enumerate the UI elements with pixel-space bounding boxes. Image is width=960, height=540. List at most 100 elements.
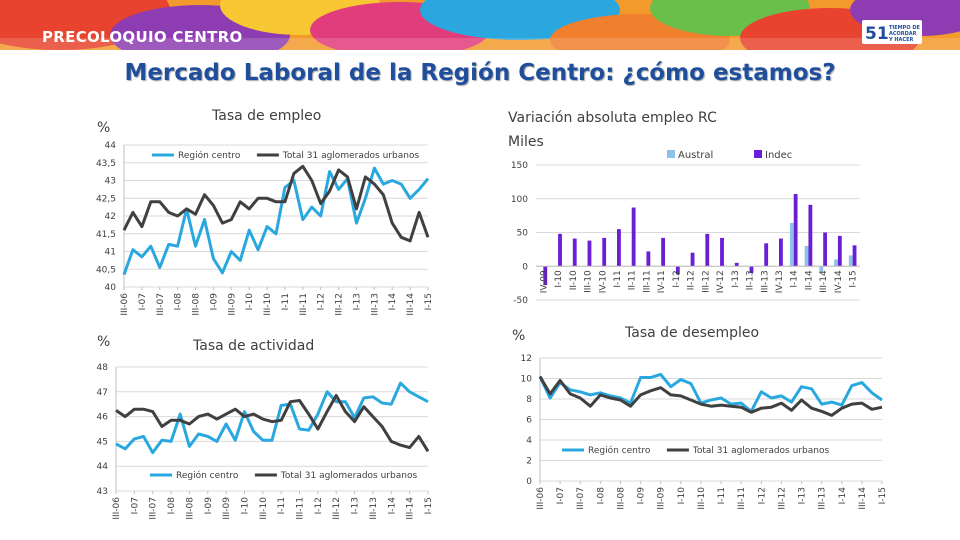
series-line-total-31-aglomerados: [115, 394, 430, 453]
legend-label: Total 31 aglomerados urbanos: [280, 471, 418, 481]
bar-indec: [823, 232, 828, 267]
employment-variation-plot: -50 0 50 100 150 IV-09 I-10 II-10 III-10 IV-10 I-1…: [511, 150, 860, 306]
x-tick-label: III-06: [120, 293, 130, 316]
y-tick-label: 47: [97, 388, 108, 398]
x-tick-label: I-08: [174, 293, 184, 311]
svg-text:ACORDAR: ACORDAR: [889, 31, 917, 37]
x-tick-label: III-09: [657, 487, 667, 510]
y-tick-label: 44: [105, 141, 117, 151]
y-tick-label: 43,5: [96, 159, 116, 169]
x-tick-label: I-13: [731, 270, 741, 287]
y-tick-label: 46: [97, 413, 109, 423]
bar-indec: [572, 238, 577, 267]
x-tick-label: I-07: [556, 487, 566, 504]
x-tick-label: IV-12: [716, 270, 726, 293]
header-banner: PRECOLOQUIO CENTRO 51 TIEMPO DE ACORDAR …: [0, 0, 960, 50]
x-tick-label: I-10: [245, 293, 255, 311]
x-tick-label: I-10: [677, 487, 687, 505]
y-tick-label: 42,5: [96, 194, 116, 204]
y-tick-label: 10: [521, 375, 533, 385]
x-tick-label: I-09: [209, 293, 219, 311]
x-tick-label: I-15: [849, 270, 859, 287]
y-tick-label: 42: [105, 212, 116, 222]
employment-rate-chart: Tasa de empleo % 40 40,5 41 41,5 42 42,5 43 43,…: [0, 100, 480, 330]
bar-indec: [764, 243, 769, 267]
unit-label: %: [512, 328, 526, 344]
x-tick-label: I-09: [637, 487, 647, 505]
x-tick-label: I-15: [424, 497, 434, 514]
y-tick-label: 0: [522, 262, 528, 272]
x-tick-label: III-10: [697, 487, 707, 510]
x-tick-label: I-14: [838, 487, 848, 505]
x-tick-label: I-12: [317, 293, 327, 310]
x-tick-label: I-09: [204, 497, 214, 515]
x-tick-label: II-12: [687, 270, 697, 290]
x-tick-label: III-11: [296, 497, 306, 520]
x-tick-label: III-10: [263, 293, 273, 316]
x-tick-label: I-10: [240, 497, 250, 515]
x-tick-label: III-14: [406, 497, 416, 520]
x-tick-label: III-11: [299, 293, 309, 316]
x-tick-label: IV-10: [598, 270, 608, 293]
x-tick-label: I-08: [596, 487, 606, 505]
legend-label: Austral: [678, 150, 713, 161]
x-tick-label: IV-11: [657, 270, 667, 293]
event-logo: 51 TIEMPO DE ACORDAR Y HACER: [862, 20, 922, 44]
x-tick-label: I-13: [352, 293, 362, 310]
employment-variation-chart: Variación absoluta empleo RC Miles -50 0 5…: [480, 100, 960, 325]
x-tick-label: III-12: [701, 270, 711, 293]
x-tick-label: III-14: [858, 487, 868, 510]
bar-indec: [705, 233, 710, 267]
x-tick-label: I-14: [790, 270, 800, 288]
series-line-total-31-aglomerados: [122, 164, 430, 243]
x-tick-label: III-11: [737, 487, 747, 510]
x-tick-label: II-11: [628, 270, 638, 290]
x-tick-label: I-13: [798, 487, 808, 504]
slide-title: Mercado Laboral de la Región Centro: ¿có…: [124, 60, 836, 86]
x-tick-label: III-06: [536, 487, 546, 510]
x-tick-label: III-14: [819, 270, 829, 293]
bar-indec: [617, 229, 621, 267]
bar-indec: [543, 266, 548, 286]
x-tick-label: IV-13: [775, 270, 785, 293]
logo-number: 51: [865, 24, 889, 44]
x-tick-label: III-09: [227, 293, 237, 316]
y-tick-label: 43: [97, 487, 108, 497]
unemployment-rate-plot: 0 2 4 6 8 10 12 III-06 I-07 III-07 I-08 III-08 I-09 I…: [521, 354, 888, 510]
unit-label: %: [97, 334, 111, 350]
bar-indec: [558, 233, 562, 267]
y-tick-label: 40: [105, 283, 117, 293]
bar-indec: [734, 262, 739, 267]
y-tick-label: 44: [97, 462, 109, 472]
x-tick-label: I-07: [138, 293, 148, 310]
x-tick-label: III-10: [259, 497, 269, 520]
logo-text: TIEMPO DE: [889, 25, 920, 31]
x-tick-label: I-10: [554, 270, 564, 288]
x-tick-label: I-08: [167, 497, 177, 515]
activity-rate-plot: 43 44 45 46 47 48 III-06 I-07 III-07 I-08 III-08 I-…: [97, 363, 434, 520]
legend-swatch: [754, 150, 762, 158]
x-tick-label: II-13: [746, 270, 756, 290]
bar-indec: [793, 194, 798, 267]
series-line-region-centro: [115, 381, 429, 455]
x-tick-label: III-13: [760, 270, 770, 293]
chart-title: Tasa de actividad: [193, 338, 315, 354]
x-tick-label: I-12: [672, 270, 682, 287]
x-tick-label: IV-14: [834, 270, 844, 293]
x-tick-label: III-13: [369, 497, 379, 520]
x-tick-label: II-10: [569, 270, 579, 290]
y-tick-label: 12: [521, 354, 532, 364]
x-tick-label: I-11: [281, 293, 291, 310]
bar-austral: [834, 259, 838, 267]
bar-austral: [804, 246, 809, 267]
x-tick-label: I-14: [388, 293, 398, 311]
y-tick-label: 40,5: [96, 265, 116, 275]
chart-title: Variación absoluta empleo RC: [508, 110, 717, 126]
x-tick-label: III-08: [185, 497, 195, 520]
activity-rate-chart: Tasa de actividad % 43 44 45 46 47 48 III-06 I-…: [0, 330, 480, 540]
x-tick-label: III-07: [156, 293, 166, 316]
y-tick-label: 0: [526, 477, 532, 487]
legend-label: Región centro: [176, 470, 239, 481]
x-tick-label: II-14: [804, 270, 814, 290]
x-tick-label: III-11: [642, 270, 652, 293]
